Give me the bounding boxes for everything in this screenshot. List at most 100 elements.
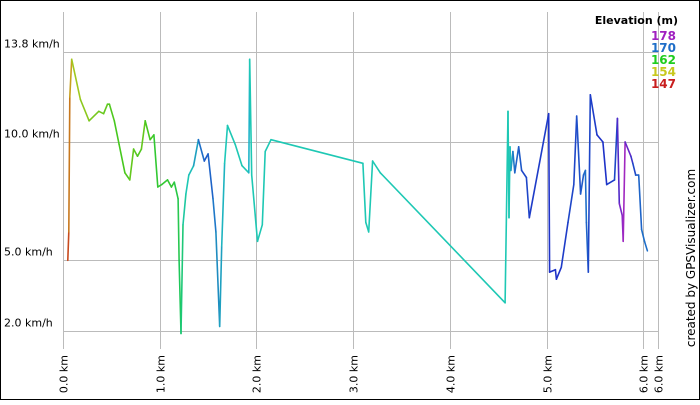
line-segment — [88, 110, 100, 122]
line-segment — [182, 193, 187, 226]
x-tick-label: 6.0 km — [638, 355, 651, 393]
line-segment — [631, 162, 637, 176]
y-tick-label: 2.0 km/h — [4, 317, 53, 330]
line-segment — [113, 120, 120, 146]
tick-label-layer: 2.0 km/h 5.0 km/h 10.0 km/h 13.8 km/h 0.0 km… — [4, 38, 666, 394]
line-segment — [124, 172, 131, 181]
line-segment — [512, 150, 516, 174]
x-tick-label: 2.0 km — [251, 355, 264, 393]
line-segment — [513, 146, 520, 174]
line-segment — [584, 169, 588, 224]
line-segment — [596, 134, 604, 143]
line-segment — [643, 240, 649, 252]
y-tick-label: 10.0 km/h — [4, 128, 60, 141]
line-segment — [602, 141, 608, 186]
line-segment — [640, 228, 646, 243]
line-segment — [560, 221, 569, 269]
line-segment — [177, 198, 180, 262]
line-segment — [68, 96, 71, 233]
x-tick-label: 0.0 km — [58, 355, 71, 393]
line-segment — [108, 103, 116, 122]
line-segment — [261, 150, 267, 226]
x-tick-label: 5.0 km — [542, 355, 555, 393]
line-segment — [192, 138, 200, 167]
line-segment — [144, 120, 151, 141]
line-segment — [129, 148, 135, 181]
line-segment — [207, 153, 214, 200]
line-segment — [98, 110, 105, 115]
line-segment — [241, 164, 250, 174]
line-segment — [589, 94, 598, 136]
line-segment — [248, 58, 253, 176]
x-tick-label: 1.0 km — [155, 355, 168, 393]
line-segment — [548, 268, 557, 273]
line-segment — [132, 148, 139, 157]
line-segment — [622, 141, 626, 243]
line-segment — [67, 231, 70, 262]
line-segment — [160, 179, 169, 186]
y-tick-label: 5.0 km/h — [4, 246, 53, 259]
line-segment — [371, 160, 382, 174]
line-segment — [166, 179, 173, 188]
legend-entry: 178 — [651, 29, 676, 43]
line-segment — [79, 98, 90, 122]
line-segment — [624, 141, 632, 157]
line-segment — [579, 174, 585, 195]
legend-entry: 170 — [651, 41, 676, 55]
legend-entry: 147 — [651, 77, 676, 91]
line-segment — [605, 179, 616, 186]
x-tick-label: 6.0 km — [653, 355, 666, 393]
line-segment — [70, 58, 82, 101]
line-segment — [525, 176, 531, 219]
line-segment — [69, 58, 73, 98]
line-segment — [140, 120, 146, 150]
line-segment — [173, 181, 179, 200]
line-segment — [587, 94, 592, 273]
legend-entry: 154 — [651, 65, 676, 79]
line-segment — [362, 162, 367, 224]
line-segment — [575, 115, 582, 195]
line-segment — [223, 124, 229, 165]
line-segment — [379, 172, 506, 304]
line-segment — [637, 174, 643, 231]
line-segment — [618, 202, 624, 217]
line-segment — [215, 231, 221, 328]
line-segment — [185, 174, 190, 195]
line-segment — [188, 164, 195, 176]
line-segment — [547, 112, 551, 273]
line-segment — [250, 174, 259, 243]
line-segment — [197, 138, 206, 162]
line-segment — [218, 245, 223, 328]
line-segment — [517, 146, 523, 172]
line-segment — [118, 143, 126, 174]
line-segment — [528, 112, 550, 219]
line-segment — [572, 115, 578, 186]
line-segment — [220, 162, 226, 247]
line-segment — [630, 155, 634, 165]
line-segment — [136, 148, 143, 157]
y-tick-label: 13.8 km/h — [4, 38, 60, 51]
line-segment — [616, 117, 621, 205]
line-segment — [234, 143, 243, 167]
line-segment — [270, 138, 364, 165]
line-segment — [555, 266, 563, 281]
credit-text: created by GPSVisualizer.com — [684, 169, 698, 347]
line-segment — [153, 134, 159, 188]
line-segment — [212, 198, 217, 233]
line-segment — [226, 124, 236, 146]
line-segment — [102, 103, 109, 115]
data-line-layer — [67, 58, 649, 335]
line-segment — [520, 169, 528, 179]
line-segment — [264, 138, 272, 153]
line-segment — [567, 183, 575, 224]
line-segment — [180, 224, 184, 335]
x-tick-label: 4.0 km — [445, 355, 458, 393]
line-segment — [367, 160, 374, 233]
legend-entry: 162 — [651, 53, 676, 67]
line-segment — [256, 224, 264, 243]
grid-layer — [63, 12, 659, 349]
